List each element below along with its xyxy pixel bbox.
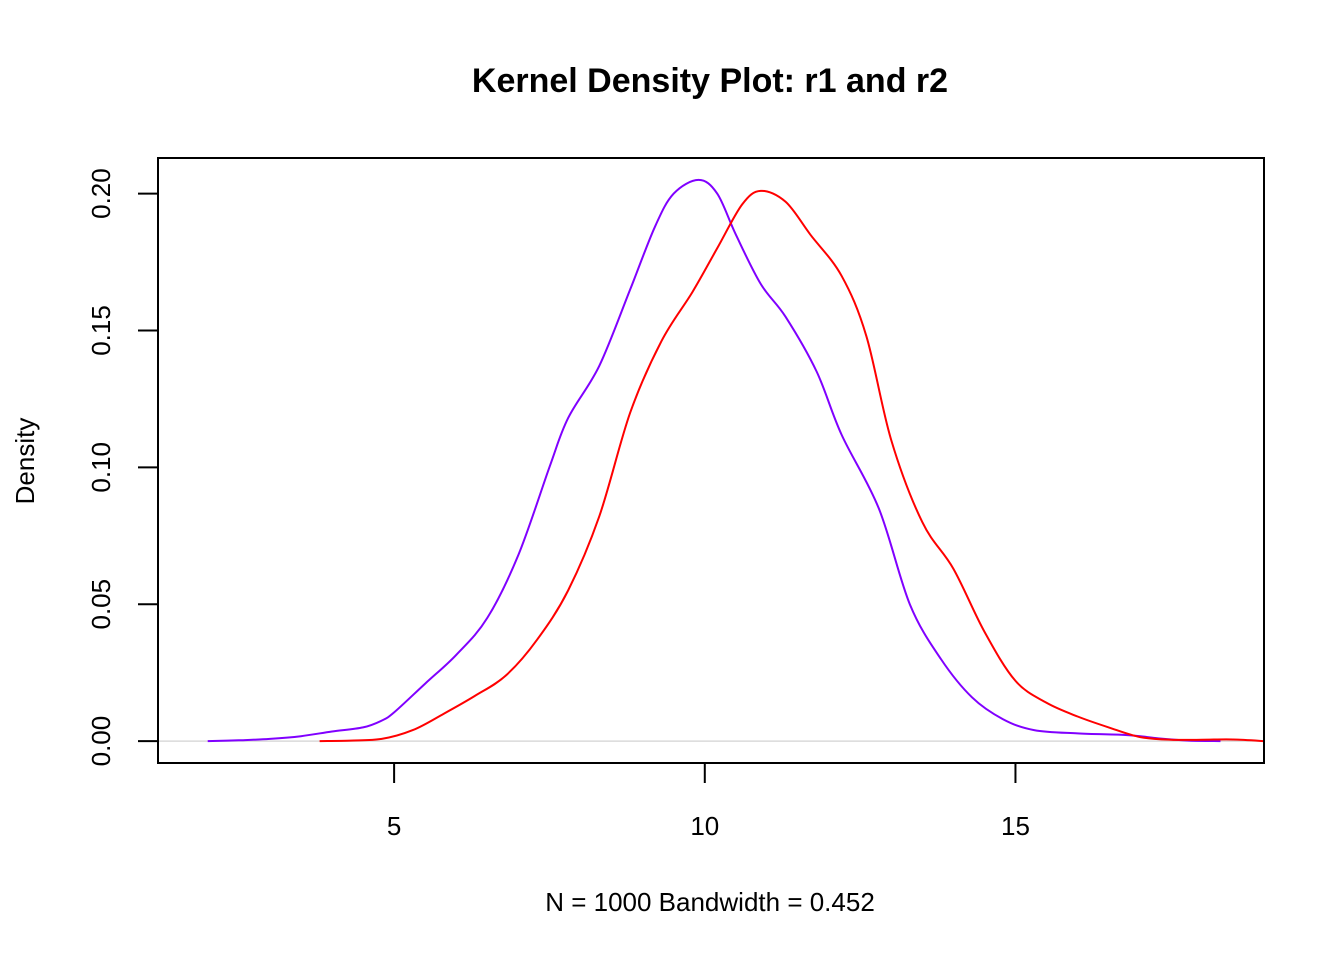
density-line-2	[319, 189, 1265, 743]
density-line-1	[207, 178, 1221, 743]
series-layer	[207, 178, 1265, 743]
plot-frame	[157, 157, 1265, 764]
x-axis-label: N = 1000 Bandwidth = 0.452	[545, 887, 875, 917]
chart-title: Kernel Density Plot: r1 and r2	[472, 62, 948, 100]
y-tick-label: 0.10	[86, 442, 116, 493]
y-tick-label: 0.15	[86, 305, 116, 356]
y-tick-label: 0.05	[86, 579, 116, 630]
x-tick-label: 10	[690, 811, 719, 841]
x-tick-label: 5	[387, 811, 401, 841]
y-tick-label: 0.00	[86, 716, 116, 767]
y-tick-label: 0.20	[86, 168, 116, 219]
x-tick-label: 15	[1001, 811, 1030, 841]
y-axis-label: Density	[10, 418, 40, 505]
